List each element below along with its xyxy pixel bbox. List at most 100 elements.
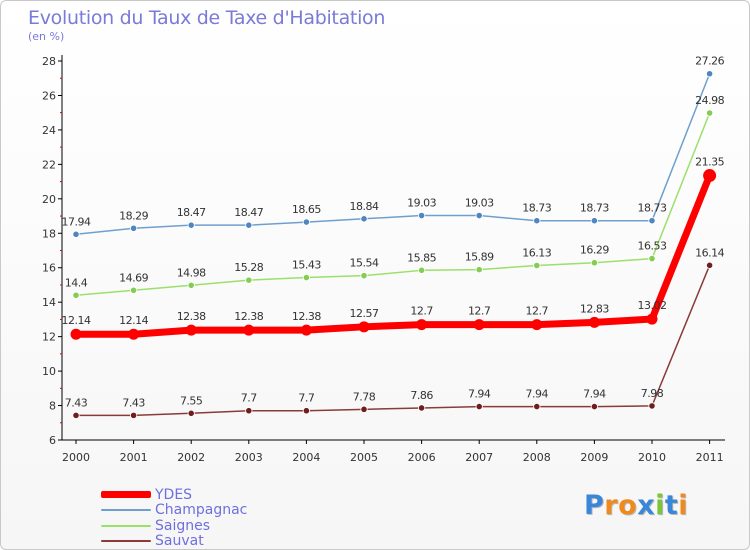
data-point-champagnac [417, 211, 426, 220]
data-point-ydes [416, 319, 428, 331]
data-point-sauvat [417, 404, 426, 412]
data-point-saignes [590, 259, 599, 267]
logo-letter: t [664, 490, 679, 521]
data-point-saignes [417, 266, 426, 274]
data-label-champagnac: 18.73 [580, 202, 609, 215]
legend-item-ydes: YDES [101, 487, 247, 503]
data-point-sauvat [590, 402, 599, 411]
logo-letter: i [655, 490, 665, 521]
legend-item-sauvat: Sauvat [101, 533, 247, 549]
data-label-sauvat: 7.7 [241, 392, 257, 405]
data-label-saignes: 15.54 [350, 257, 379, 270]
data-label-sauvat: 7.86 [410, 389, 433, 402]
data-point-saignes [360, 272, 368, 280]
x-tick-label: 2005 [350, 451, 378, 464]
data-label-saignes: 15.85 [407, 251, 436, 264]
x-tick-label: 2010 [638, 451, 666, 464]
data-point-champagnac [475, 211, 483, 220]
x-tick-label: 2001 [120, 451, 148, 464]
data-label-champagnac: 18.84 [350, 200, 379, 213]
data-label-ydes: 12.38 [292, 310, 321, 323]
data-point-ydes [358, 321, 370, 333]
data-label-saignes: 16.29 [580, 244, 609, 257]
data-label-saignes: 14.4 [65, 276, 88, 289]
x-tick-label: 2008 [523, 451, 551, 464]
data-point-sauvat [533, 402, 541, 411]
data-label-sauvat: 16.14 [695, 246, 724, 259]
data-label-saignes: 16.13 [522, 246, 551, 259]
data-point-ydes [473, 319, 485, 331]
data-point-ydes [646, 313, 658, 325]
data-label-sauvat: 7.7 [298, 392, 314, 405]
legend-swatch [101, 540, 151, 543]
data-label-champagnac: 18.47 [177, 206, 206, 219]
y-tick-label: 24 [42, 124, 56, 137]
chart-title: Evolution du Taux de Taxe d'Habitation [28, 7, 386, 29]
data-point-saignes [302, 273, 310, 282]
x-tick-label: 2009 [580, 451, 608, 464]
data-point-ydes [70, 328, 82, 340]
logo-letter: P [584, 490, 605, 521]
y-tick-label: 10 [42, 365, 56, 378]
data-point-champagnac [302, 218, 310, 226]
x-tick-label: 2011 [696, 451, 724, 464]
data-point-ydes [703, 169, 717, 183]
data-point-ydes [300, 324, 312, 336]
data-label-ydes: 12.38 [234, 310, 263, 323]
data-label-ydes: 12.14 [62, 314, 91, 327]
data-label-sauvat: 7.98 [641, 387, 664, 400]
data-point-sauvat [705, 261, 714, 269]
data-label-champagnac: 18.73 [522, 202, 551, 215]
data-label-ydes: 12.38 [177, 310, 206, 323]
data-point-champagnac [533, 217, 541, 225]
data-label-ydes: 12.7 [526, 305, 549, 318]
series-line-champagnac [75, 73, 711, 236]
data-point-ydes [588, 316, 600, 328]
data-label-saignes: 15.28 [234, 261, 263, 274]
proxiti-logo: Proxiti [584, 490, 688, 521]
data-point-saignes [705, 109, 714, 117]
data-point-sauvat [648, 402, 656, 410]
data-point-champagnac [648, 217, 656, 225]
logo-letter: x [637, 490, 656, 521]
legend-label: Saignes [155, 517, 211, 534]
data-label-saignes: 15.89 [465, 251, 494, 264]
data-label-ydes: 12.7 [468, 305, 491, 318]
data-point-sauvat [130, 411, 138, 419]
y-tick-label: 16 [42, 262, 56, 275]
data-point-saignes [475, 266, 483, 274]
data-label-saignes: 14.69 [119, 271, 148, 284]
data-point-sauvat [72, 411, 80, 419]
data-point-ydes [185, 324, 197, 336]
y-tick-label: 26 [42, 89, 56, 102]
y-tick-label: 6 [49, 434, 56, 447]
legend-item-champagnac: Champagnac [101, 502, 247, 518]
y-tick-label: 8 [49, 400, 56, 413]
x-tick-label: 2006 [408, 451, 436, 464]
data-point-saignes [245, 276, 253, 284]
y-tick-label: 14 [42, 296, 56, 309]
data-label-saignes: 16.53 [638, 240, 667, 253]
data-label-ydes: 12.83 [580, 302, 609, 315]
x-tick-label: 2002 [177, 451, 205, 464]
x-tick-label: 2007 [465, 451, 493, 464]
data-point-champagnac [187, 221, 195, 229]
x-tick-label: 2004 [292, 451, 320, 464]
legend-swatch [101, 491, 151, 499]
data-label-champagnac: 19.03 [465, 197, 494, 210]
chart-subtitle: (en %) [28, 30, 65, 43]
data-label-sauvat: 7.55 [180, 394, 203, 407]
data-point-champagnac [705, 70, 714, 78]
data-point-sauvat [302, 407, 310, 415]
legend: YDES Champagnac Saignes Sauvat [101, 487, 247, 549]
data-label-champagnac: 18.65 [292, 203, 321, 216]
data-label-ydes: 12.14 [119, 314, 148, 327]
y-tick-label: 22 [42, 158, 56, 171]
data-label-sauvat: 7.94 [468, 388, 491, 401]
data-label-ydes: 13.02 [638, 299, 667, 312]
data-label-champagnac: 17.94 [62, 215, 91, 228]
x-tick-label: 2000 [62, 451, 90, 464]
data-point-champagnac [130, 224, 138, 232]
data-point-ydes [531, 319, 543, 331]
